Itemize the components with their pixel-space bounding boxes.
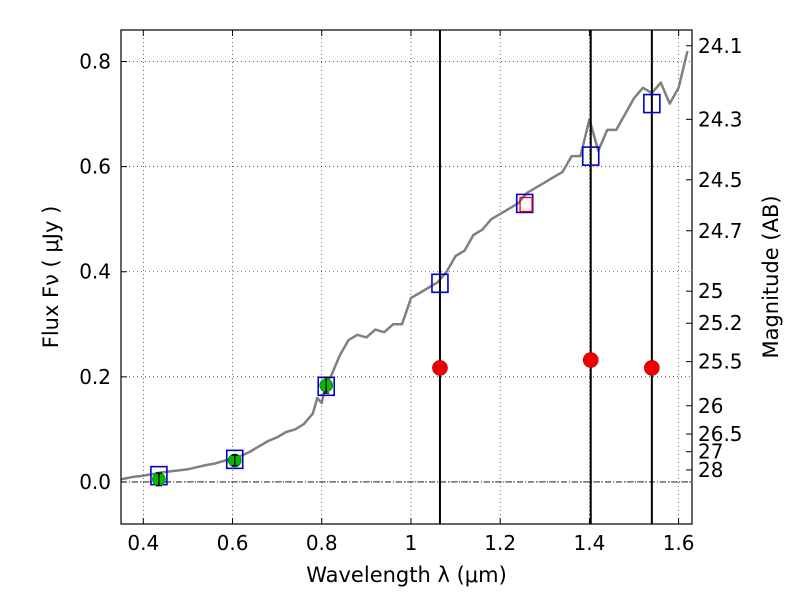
x-axis-label: Wavelength λ (μm): [306, 563, 507, 587]
spectrum-line: [120, 50, 689, 481]
magnitude-tick-label: 24.1: [698, 34, 743, 58]
y-tick-label: 0.4: [79, 260, 111, 284]
x-tick-label: 0.6: [217, 531, 249, 555]
grid-lines: [121, 30, 692, 524]
model-square-point: [581, 146, 600, 166]
observed-red-point: [582, 352, 599, 368]
y-tick-label: 0.0: [79, 470, 111, 494]
observed-red-point: [432, 360, 448, 376]
model-square-highlight: [519, 196, 533, 213]
model-square-point: [515, 193, 534, 214]
spectrum-series: [120, 50, 689, 481]
magnitude-tick-label: 25.2: [698, 311, 743, 335]
x-tick-label: 1.2: [484, 531, 516, 555]
magnitude-tick-label: 26: [698, 394, 723, 418]
x-tick-label: 1: [405, 531, 418, 555]
magnitude-tick-label: 25: [698, 279, 723, 303]
magnitude-tick-label: 24.5: [698, 168, 743, 192]
y-tick-label: 0.2: [79, 365, 111, 389]
x-tick-label: 1.6: [663, 531, 695, 555]
y-axis-label: Flux Fν ( μJy ): [39, 206, 63, 349]
magnitude-tick-label: 27: [698, 440, 723, 464]
plot-frame: [120, 29, 693, 525]
y-tick-label: 0.8: [79, 50, 111, 74]
photometry-markers: [150, 93, 661, 487]
observed-red-point: [644, 360, 660, 376]
y-tick-label: 0.6: [79, 155, 111, 179]
x-tick-label: 0.8: [306, 531, 338, 555]
axis-ticks: 0.4 0.6 0.8 1 1.2 1.4 1.6 0.0 0.2 0.4 0.6 0.8 24.1 24…: [79, 30, 743, 555]
magnitude-tick-label: 28: [698, 458, 723, 482]
x-tick-label: 1.4: [573, 531, 605, 555]
x-tick-label: 0.4: [127, 531, 159, 555]
magnitude-tick-label: 24.7: [698, 219, 743, 243]
vertical-marker-lines: [438, 30, 653, 524]
model-square-point: [643, 93, 661, 114]
magnitude-tick-label: 26.5: [698, 422, 743, 446]
magnitude-tick-label: 24.3: [698, 107, 743, 131]
model-square-point: [431, 273, 449, 294]
right-axis-label: Magnitude (AB): [759, 195, 783, 358]
magnitude-tick-label: 25.5: [698, 350, 743, 374]
model-square-point: [225, 449, 244, 470]
